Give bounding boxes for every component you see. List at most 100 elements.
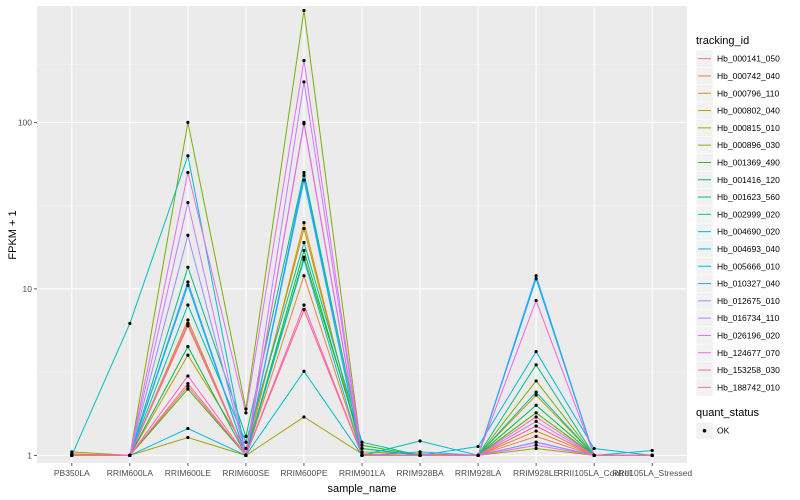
data-point [186, 200, 190, 205]
data-point [534, 393, 538, 397]
data-point [592, 453, 596, 457]
data-point [186, 384, 190, 388]
legend-label: Hb_002999_020 [717, 209, 780, 219]
data-point [244, 411, 248, 415]
data-point [302, 221, 306, 225]
data-point [244, 446, 248, 451]
data-point [534, 277, 538, 281]
legend-color-title: tracking_id [696, 35, 749, 47]
data-point [186, 321, 190, 326]
x-tick-label: RRIM928LE [513, 468, 560, 478]
data-point [70, 453, 74, 457]
legend-label: Hb_005666_010 [717, 261, 780, 271]
data-point [360, 443, 364, 447]
data-point [186, 154, 190, 158]
legend-label: Hb_000742_040 [717, 71, 780, 81]
x-tick-label: RRIM600LA [107, 468, 154, 478]
data-point [186, 381, 190, 386]
data-point [186, 353, 190, 357]
data-point [302, 58, 306, 63]
data-point [476, 444, 480, 449]
x-tick-label: RRIM600LE [165, 468, 212, 478]
data-point [534, 424, 538, 428]
legend-label: Hb_004693_040 [717, 244, 780, 254]
data-point [650, 448, 654, 453]
data-point [418, 453, 422, 457]
legend-label: Hb_001369_490 [717, 157, 780, 167]
x-tick-label: RRIM928LA [455, 468, 502, 478]
legend-label: Hb_026196_020 [717, 330, 780, 340]
data-point [418, 450, 422, 454]
data-point [186, 303, 190, 307]
data-point [360, 453, 364, 457]
data-point [360, 446, 364, 451]
data-point [186, 170, 190, 175]
data-point [534, 350, 538, 354]
legend-label: Hb_188742_010 [717, 382, 780, 392]
data-point [302, 122, 306, 126]
data-point [186, 387, 190, 391]
data-point [302, 303, 306, 307]
data-point [302, 415, 306, 419]
legend-label: Hb_000141_050 [717, 54, 780, 64]
data-point [534, 440, 538, 444]
x-axis-title: sample_name [327, 483, 396, 495]
data-point [534, 390, 538, 394]
data-point [302, 248, 306, 253]
legend-shape-title: quant_status [696, 407, 759, 419]
data-point [244, 434, 248, 439]
data-point [302, 80, 306, 84]
data-point [186, 345, 190, 349]
legend: tracking_id Hb_000141_050 Hb_000742_040 Hb… [695, 35, 780, 440]
data-point [302, 255, 306, 259]
data-point [244, 453, 248, 457]
data-point [186, 233, 190, 237]
data-point [128, 453, 132, 457]
data-point [534, 403, 538, 407]
legend-label: Hb_001623_560 [717, 192, 780, 202]
x-tick-label: RRIM600SE [222, 468, 270, 478]
data-point [302, 8, 306, 13]
data-point [70, 450, 74, 454]
data-point [534, 363, 538, 367]
x-axis: PB350LA RRIM600LA RRIM600LE RRIM600SE RRIM60… [54, 463, 692, 478]
data-point [186, 280, 190, 284]
data-point [186, 426, 190, 431]
data-point [302, 178, 306, 182]
legend-label: Hb_000896_030 [717, 140, 780, 150]
y-axis: 1 10 100 [18, 117, 37, 460]
data-point [244, 407, 248, 411]
data-point [302, 369, 306, 373]
legend-label: OK [717, 426, 730, 436]
points [70, 8, 654, 457]
data-point [302, 308, 306, 312]
legend-label: Hb_016734_110 [717, 313, 780, 323]
data-point [186, 318, 190, 322]
data-point [534, 415, 538, 419]
legend-label: Hb_153258_030 [717, 365, 780, 375]
data-point [302, 274, 306, 278]
x-tick-label: RRII105LA_Stressed [612, 468, 692, 478]
legend-label: Hb_124677_070 [717, 348, 780, 358]
legend-label: Hb_000796_110 [717, 88, 780, 98]
legend-label: Hb_004690_020 [717, 227, 780, 237]
data-point [534, 379, 538, 383]
data-point [302, 240, 306, 245]
x-tick-label: PB350LA [54, 468, 90, 478]
data-point [186, 374, 190, 378]
y-axis-title: FPKM + 1 [7, 210, 19, 259]
data-point [534, 411, 538, 415]
data-point [186, 120, 190, 124]
data-point [302, 173, 306, 178]
x-tick-label: RRIM928BA [396, 468, 444, 478]
data-point [186, 435, 190, 440]
legend-label: Hb_001416_120 [717, 175, 780, 185]
data-point [302, 170, 306, 175]
legend-label: Hb_000802_040 [717, 106, 780, 116]
data-point [650, 453, 654, 457]
data-point [186, 324, 190, 328]
data-point [534, 434, 538, 439]
y-tick-label: 100 [18, 117, 32, 127]
data-point [534, 299, 538, 303]
